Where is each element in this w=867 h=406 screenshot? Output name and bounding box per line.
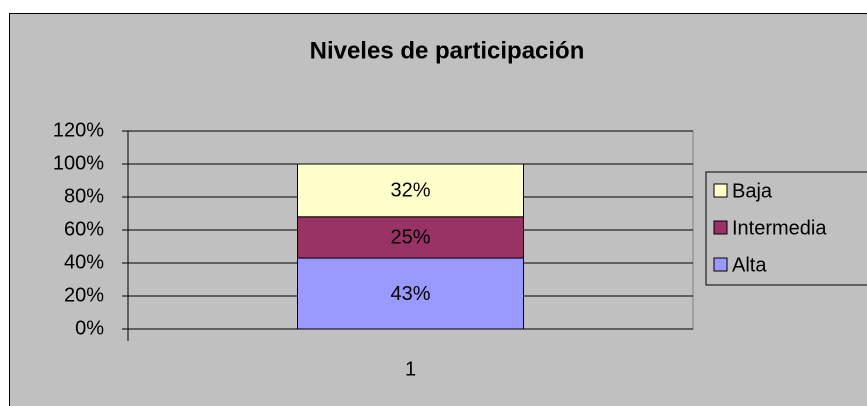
x-tick-label: 1 [405, 358, 416, 380]
data-label: 25% [390, 227, 430, 249]
y-tick-label: 80% [64, 185, 104, 207]
legend-swatch [713, 220, 728, 235]
legend-swatch [713, 183, 728, 198]
y-tick-label: 0% [75, 317, 104, 339]
y-tick-label: 20% [64, 284, 104, 306]
y-tick-label: 120% [53, 119, 104, 141]
legend-label: Alta [732, 254, 767, 276]
legend-label: Baja [732, 180, 773, 202]
y-tick-label: 40% [64, 251, 104, 273]
y-tick-label: 60% [64, 218, 104, 240]
legend-box [705, 171, 867, 286]
bar-segment [297, 216, 524, 259]
data-label: 32% [390, 180, 430, 202]
legend-swatch [713, 257, 728, 272]
data-label: 43% [390, 283, 430, 305]
chart-title: Niveles de participación [310, 37, 585, 64]
legend-label: Intermedia [732, 217, 827, 239]
bar-segment [297, 163, 524, 218]
bar-segment [297, 257, 524, 330]
y-tick-label: 100% [53, 152, 104, 174]
